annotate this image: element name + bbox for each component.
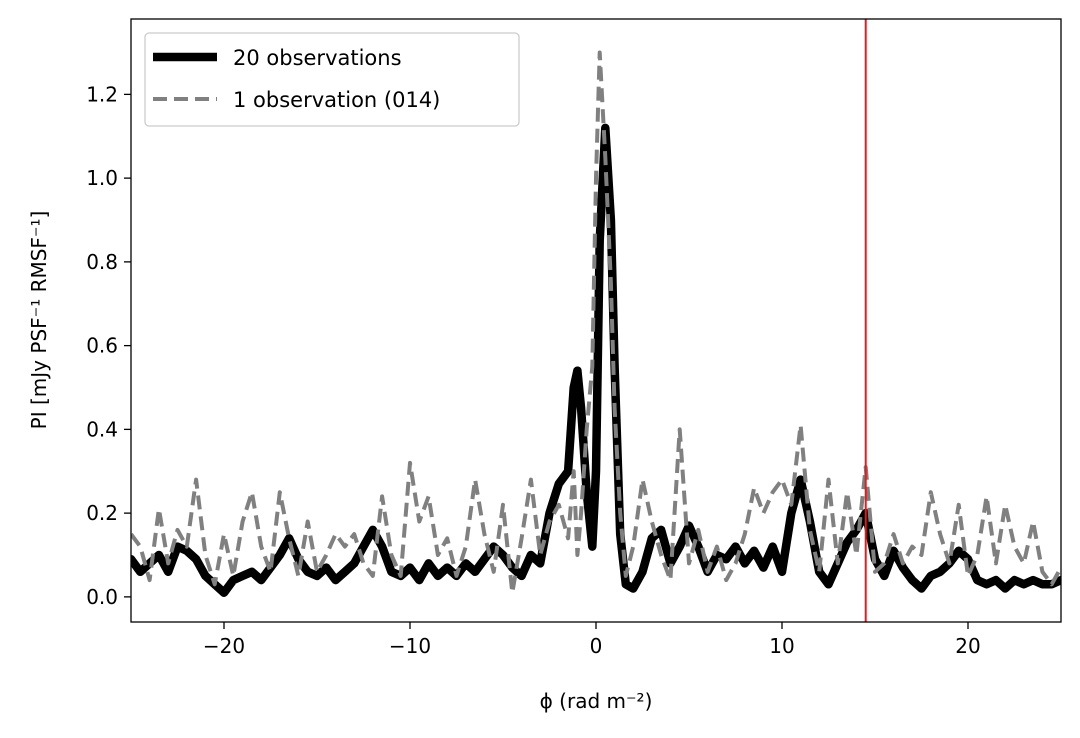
y-axis-label: PI [mJy PSF⁻¹ RMSF⁻¹] <box>27 211 51 430</box>
y-tick-label: 0.4 <box>86 417 118 441</box>
legend-label-20-observations: 20 observations <box>233 46 402 70</box>
x-axis-label: ϕ (rad m⁻²) <box>540 689 653 713</box>
y-tick-label: 0.2 <box>86 501 118 525</box>
x-axis: −20 −10 0 10 20 <box>203 622 981 658</box>
series-line-1-observation <box>131 50 1061 595</box>
x-tick-label: 20 <box>955 634 980 658</box>
x-tick-label: 0 <box>590 634 603 658</box>
y-tick-label: 1.2 <box>86 82 118 106</box>
series-layer <box>131 50 1061 597</box>
legend: 20 observations 1 observation (014) <box>144 32 520 127</box>
y-tick-label: 0.0 <box>86 585 118 609</box>
x-tick-label: −20 <box>203 634 245 658</box>
y-axis: 0.0 0.2 0.4 0.6 0.8 1.0 1.2 <box>86 82 131 609</box>
y-tick-label: 0.6 <box>86 334 118 358</box>
y-tick-label: 0.8 <box>86 250 118 274</box>
y-tick-label: 1.0 <box>86 166 118 190</box>
x-tick-label: 10 <box>769 634 794 658</box>
legend-label-1-observation: 1 observation (014) <box>233 88 440 112</box>
series-line-20-observations <box>131 123 1061 597</box>
legend-box <box>144 32 520 127</box>
x-tick-label: −10 <box>389 634 431 658</box>
